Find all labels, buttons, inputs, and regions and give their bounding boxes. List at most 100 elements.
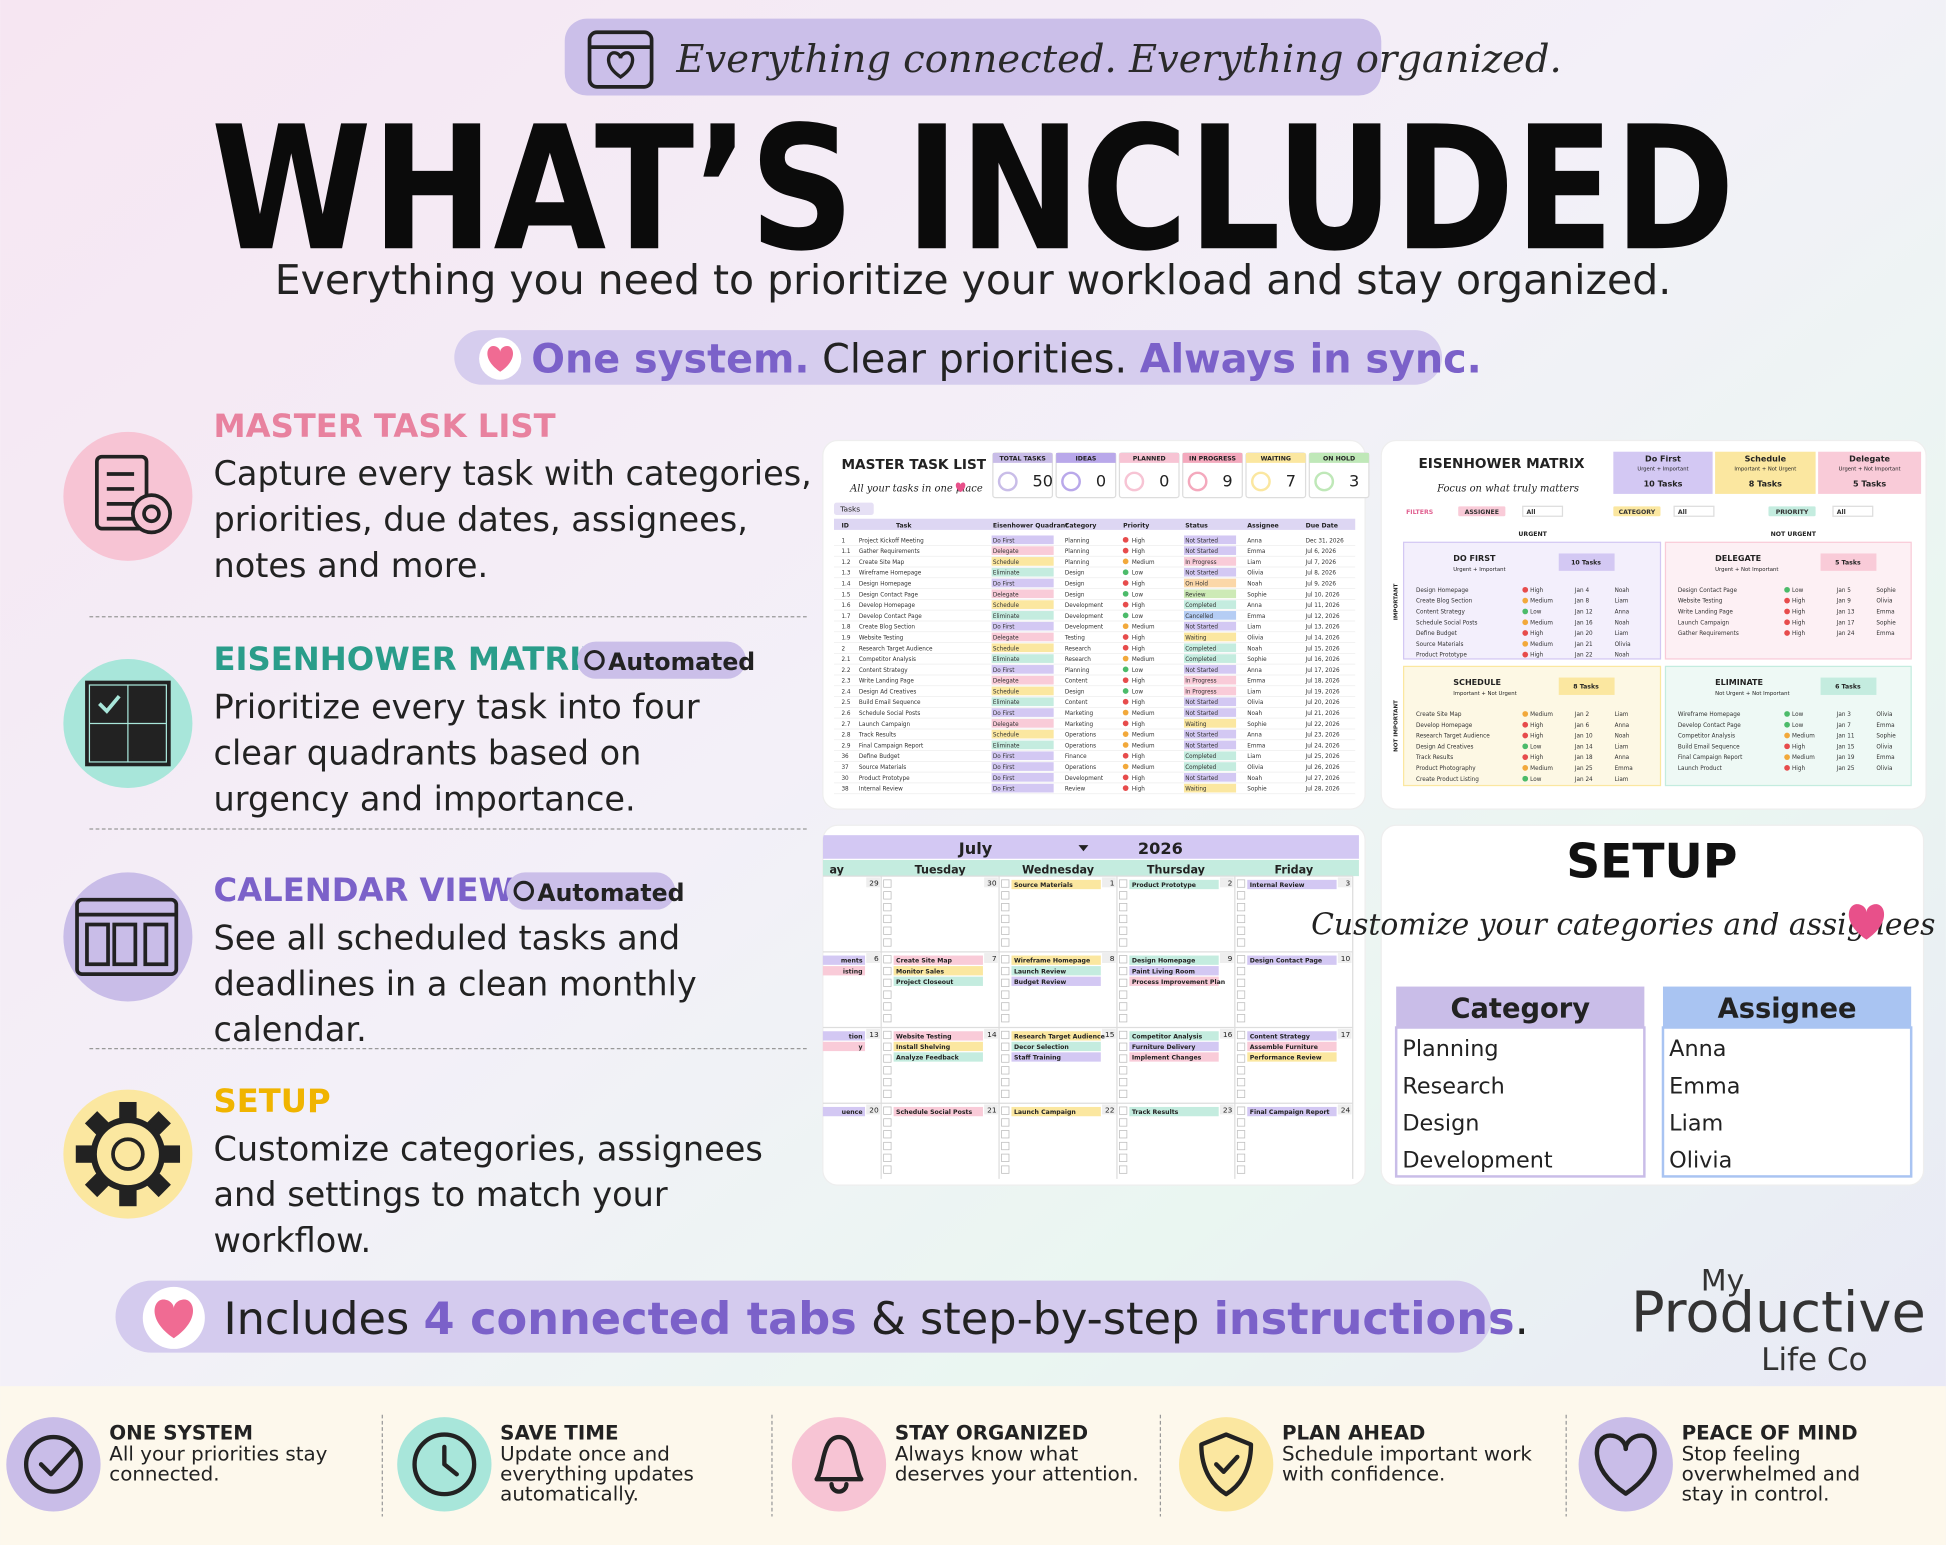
stat-value: 7 (1286, 471, 1296, 490)
event (893, 955, 983, 965)
footer-part: & step-by-step (857, 1293, 1214, 1345)
tag-cell (991, 535, 1054, 545)
cell: 2.2 (841, 668, 850, 674)
event (1129, 955, 1219, 965)
filter-label: ASSIGNEE (1465, 509, 1499, 516)
cell: Not Started (1185, 700, 1218, 706)
task-cell: Gather Requirements (1678, 631, 1739, 637)
tag-cell (991, 632, 1054, 642)
setup-table-header (1396, 986, 1645, 1028)
quadrant-count: 5 Tasks (1835, 560, 1861, 567)
cell: Jul 24, 2026 (1305, 743, 1340, 749)
cell: Design (1065, 689, 1085, 695)
event-label: tion (849, 1033, 863, 1040)
task-cell: High (1530, 631, 1543, 637)
cell: Content Strategy (859, 668, 908, 674)
cell: Wireframe Homepage (859, 571, 922, 577)
checkbox (1001, 1014, 1010, 1023)
event (1129, 1031, 1219, 1041)
calendar-month: July (958, 839, 993, 858)
task-cell: Medium (1530, 642, 1553, 648)
footer-banner (115, 1280, 1492, 1353)
task-cell: Design Contact Page (1678, 588, 1738, 594)
task-cell: Final Campaign Report (1678, 755, 1743, 761)
filter-pill (1768, 506, 1816, 517)
cell: Low (1132, 592, 1144, 598)
grid-frame (85, 680, 171, 767)
benefit-icon (412, 1432, 477, 1497)
task-cell: High (1792, 631, 1805, 637)
date-cell (866, 1028, 880, 1039)
stat-icon (1187, 471, 1208, 492)
tag-cell (991, 675, 1054, 685)
task-cell: Source Materials (1416, 642, 1463, 648)
event-label: Wireframe Homepage (1014, 958, 1090, 965)
benefit-text: stay in control. (1682, 1482, 1830, 1505)
checkbox (1119, 1141, 1128, 1151)
icon-check (38, 1447, 76, 1477)
cell: Emma (1247, 743, 1265, 749)
event-label: y (859, 1044, 863, 1051)
tag-cell (1183, 578, 1237, 588)
tag-cell (991, 567, 1054, 577)
event (1129, 1052, 1219, 1062)
setup-item: Development (1402, 1148, 1553, 1174)
event-label: Furniture Delivery (1132, 1044, 1196, 1051)
date-number: 30 (987, 878, 997, 887)
cell: Medium (1132, 743, 1155, 749)
cell: Jul 22, 2026 (1305, 722, 1340, 728)
cell: High (1132, 635, 1145, 641)
checkbox (1236, 926, 1246, 935)
cell: Medium (1132, 765, 1155, 771)
layout-cell (112, 922, 138, 967)
event-label: Design Contact Page (1250, 958, 1322, 965)
cell: Low (1132, 571, 1144, 577)
task-cell: High (1792, 620, 1805, 626)
cell: 2.1 (841, 657, 850, 663)
task-cell: High (1792, 766, 1805, 772)
tag-cell (1183, 762, 1237, 771)
subtitle: Everything you need to prioritize your w… (275, 256, 1671, 304)
stat-header (1056, 452, 1116, 463)
event (1247, 1041, 1337, 1052)
badge-label: Automated (608, 648, 755, 676)
stat-label: PLANNED (1133, 455, 1166, 462)
priority-dot (1122, 742, 1129, 748)
feature-text: Prioritize every task into four (214, 688, 700, 727)
tag-cell (991, 643, 1054, 653)
cell: Delegate (993, 722, 1019, 728)
feature-text: See all scheduled tasks and (214, 918, 681, 957)
cell: Anna (1247, 668, 1262, 674)
cell: Low (1132, 614, 1144, 620)
task-cell: Liam (1615, 777, 1629, 783)
checkbox (1236, 914, 1246, 924)
date-cell (1102, 1028, 1116, 1039)
cell: Write Landing Page (859, 679, 915, 685)
month-dropdown (1078, 845, 1089, 852)
checkbox (1119, 1042, 1128, 1051)
setup-table-title: Assignee (1718, 994, 1857, 1025)
cell: Eliminate (993, 614, 1020, 620)
checkbox (1119, 990, 1128, 999)
cell: Development (1065, 776, 1104, 782)
task-cell: Research Target Audience (1416, 734, 1490, 740)
cell: Review (1065, 787, 1086, 793)
quadrant-sub: Not Urgent + Not Important (1715, 691, 1789, 697)
checkbox (883, 1078, 892, 1087)
task-cell: High (1530, 588, 1543, 594)
tag-cell (1183, 546, 1237, 555)
date-cell (984, 1104, 998, 1115)
cell: High (1132, 787, 1145, 793)
feature-text: calendar. (214, 1010, 367, 1049)
column-header: ID (841, 522, 848, 529)
tag-cell (991, 654, 1054, 663)
panel-subtitle: All your tasks in one place (849, 483, 983, 494)
event-label: Launch Campaign (1014, 1109, 1076, 1116)
cell: Noah (1247, 646, 1262, 652)
benefit-text: overwhelmed and (1682, 1462, 1861, 1485)
checkbox (1001, 1141, 1010, 1151)
column-header: Task (896, 522, 912, 529)
tag-cell (1183, 557, 1237, 566)
date-number: 10 (1341, 954, 1351, 963)
filter-pill (1613, 506, 1661, 517)
